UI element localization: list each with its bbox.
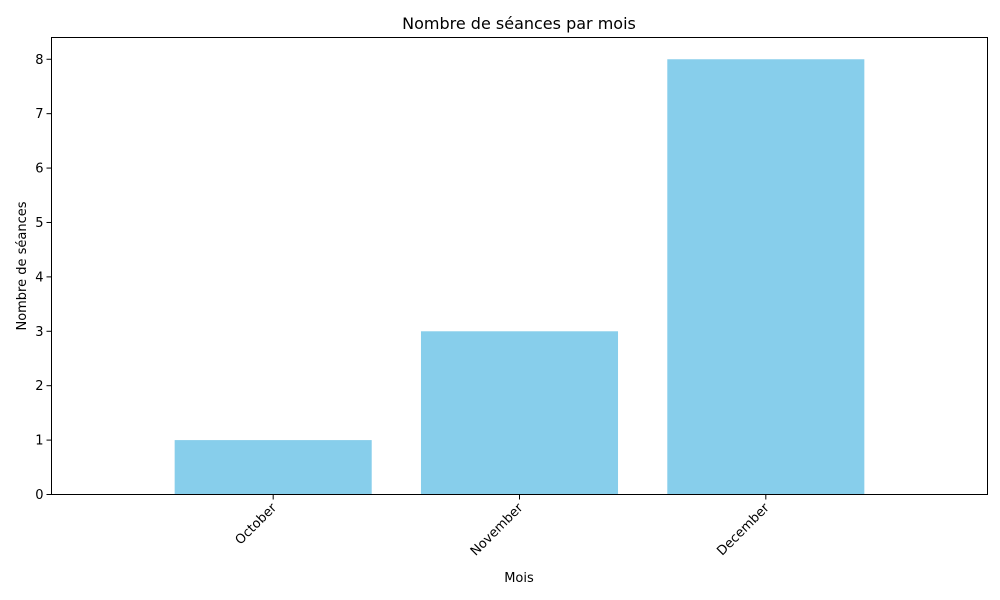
y-tick-label: 2 <box>35 379 43 394</box>
bar-october <box>174 440 372 495</box>
y-tick-label: 8 <box>35 53 43 68</box>
x-axis-label: Mois <box>504 571 534 586</box>
y-tick-label: 7 <box>35 107 43 122</box>
x-tick-label: December <box>714 500 773 559</box>
bars-group <box>174 59 865 495</box>
plot-frame <box>51 37 988 495</box>
y-axis-label: Nombre de séances <box>15 201 30 330</box>
x-tick-label: October <box>233 500 281 548</box>
chart-title: Nombre de séances par mois <box>402 14 636 33</box>
x-axis: October November December <box>233 494 773 559</box>
y-tick-label: 5 <box>35 216 43 231</box>
y-tick-label: 4 <box>35 270 43 285</box>
bar-december <box>667 59 865 495</box>
x-tick-label: November <box>468 500 527 559</box>
y-axis: 0 1 2 3 4 5 6 7 8 <box>35 53 52 503</box>
y-tick-label: 0 <box>35 488 43 503</box>
y-tick-label: 3 <box>35 325 43 340</box>
y-tick-label: 6 <box>35 162 43 177</box>
y-tick-label: 1 <box>35 434 43 449</box>
bar-november <box>420 331 619 495</box>
